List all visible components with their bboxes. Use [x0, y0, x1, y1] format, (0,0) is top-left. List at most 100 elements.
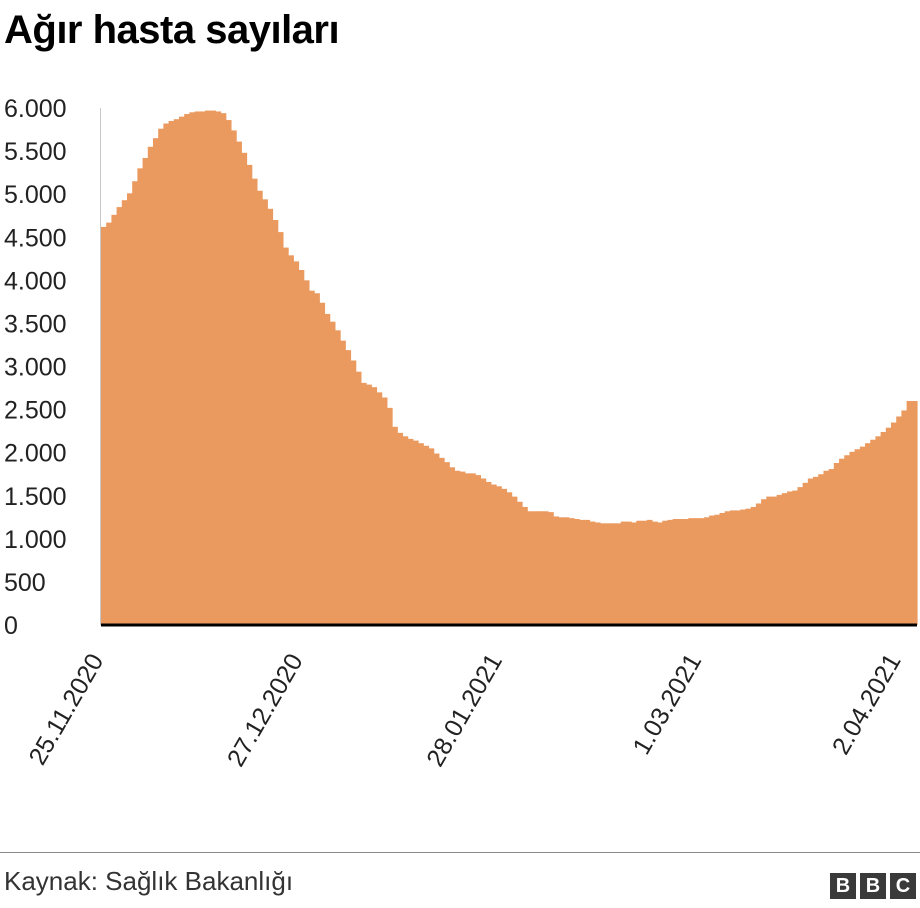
bar: [631, 522, 637, 625]
bar: [256, 190, 263, 625]
bar: [288, 255, 294, 625]
bar: [163, 123, 170, 625]
x-tick-label: 2.04.2021: [827, 649, 907, 759]
bar: [168, 120, 175, 626]
bar: [298, 269, 305, 625]
y-tick-label: 0: [4, 612, 18, 640]
bar: [709, 515, 715, 625]
bar: [729, 510, 736, 625]
bar: [662, 520, 669, 625]
bar: [542, 511, 549, 625]
bar: [496, 486, 502, 625]
bar: [610, 523, 617, 625]
bar: [178, 116, 185, 626]
bar: [199, 111, 206, 625]
bar: [854, 449, 861, 625]
bar: [293, 261, 300, 625]
bar: [407, 438, 414, 625]
bar: [506, 492, 513, 625]
bar: [116, 207, 123, 625]
bar: [849, 451, 856, 625]
bar: [444, 462, 450, 625]
bar: [553, 516, 559, 625]
bar: [475, 475, 482, 625]
bar: [220, 113, 227, 626]
logo-letter: B: [830, 873, 856, 899]
bar: [366, 384, 372, 625]
bar: [230, 130, 237, 625]
bar: [589, 521, 596, 625]
bar: [558, 517, 565, 625]
y-tick-label: 5.000: [4, 181, 67, 209]
y-tick-label: 3.000: [4, 354, 67, 382]
bar: [584, 519, 591, 625]
bar: [880, 431, 887, 625]
bar: [698, 518, 705, 625]
bar: [319, 302, 326, 625]
y-tick-label: 2.500: [4, 397, 67, 425]
bar: [137, 168, 144, 625]
bar: [599, 523, 606, 625]
bar: [262, 199, 268, 625]
bar: [667, 519, 674, 625]
logo-letter: C: [890, 873, 916, 899]
bar: [386, 407, 393, 625]
bar: [891, 422, 897, 625]
bar: [833, 463, 840, 625]
bar: [397, 432, 404, 625]
bar: [677, 519, 684, 625]
x-axis: 25.11.2020 27.12.2020 28.01.2021 1.03.2021 2…: [23, 623, 917, 771]
bar: [189, 112, 196, 625]
source-note: Kaynak: Sağlık Bakanlığı: [4, 866, 294, 896]
chart: 0 500 1.000 1.500 2.000 2.500 3.000 3.500 4.000 4…: [4, 95, 918, 771]
bar: [314, 293, 320, 625]
x-tick-label: 28.01.2021: [421, 649, 508, 771]
bar: [693, 518, 700, 625]
bar: [449, 467, 456, 625]
bar: [547, 512, 554, 625]
bar: [807, 478, 814, 625]
y-tick-label: 3.500: [4, 310, 67, 338]
bar: [101, 226, 107, 625]
bar: [345, 350, 352, 625]
x-tick-label: 1.03.2021: [627, 649, 707, 759]
bar: [501, 488, 507, 625]
bar: [594, 522, 601, 625]
bar: [329, 321, 336, 625]
bar: [194, 111, 201, 625]
bar: [277, 232, 284, 625]
bar: [605, 523, 611, 625]
bar: [823, 470, 830, 625]
bar: [470, 473, 476, 625]
bar: [625, 521, 632, 625]
bar: [272, 220, 279, 625]
bar: [392, 426, 398, 625]
bar: [121, 200, 128, 625]
bar: [236, 141, 242, 625]
bar: [485, 481, 492, 625]
bar: [885, 427, 892, 625]
bar: [147, 146, 154, 625]
bar: [787, 491, 793, 625]
bar: [428, 448, 435, 625]
bar: [132, 181, 138, 626]
bar: [152, 138, 159, 625]
bar: [792, 490, 799, 625]
y-tick-label: 2.000: [4, 440, 67, 468]
bar: [781, 493, 788, 625]
bar: [412, 440, 419, 625]
bar: [303, 280, 310, 625]
bar: [173, 119, 180, 625]
bar: [839, 458, 845, 625]
bar: [797, 487, 804, 625]
bar: [527, 511, 533, 625]
bar: [308, 290, 315, 625]
bar: [454, 470, 461, 625]
bar: [516, 501, 523, 625]
bar: [776, 494, 783, 625]
bar: [563, 517, 570, 625]
bar: [568, 518, 575, 625]
bar: [376, 392, 383, 625]
bar: [423, 445, 430, 625]
bar: [381, 397, 388, 625]
